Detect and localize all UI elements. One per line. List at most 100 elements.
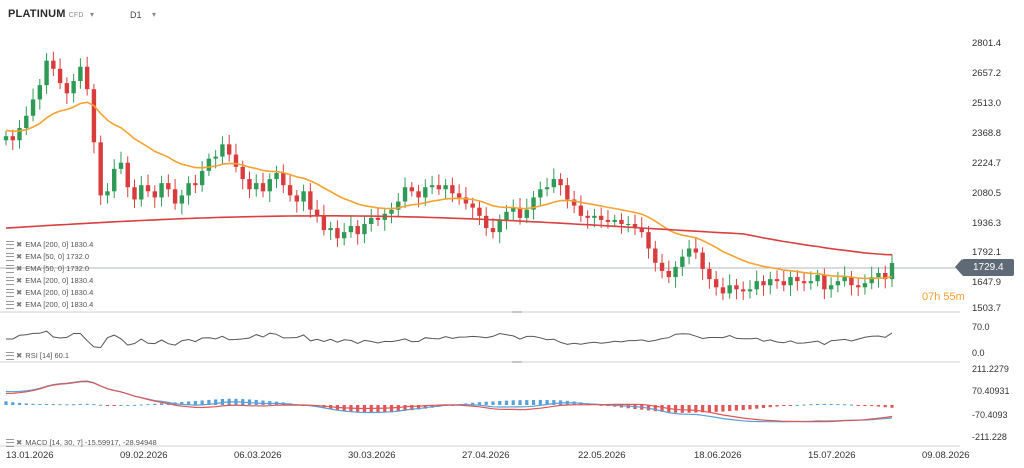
macd-histogram-bar — [545, 399, 549, 405]
candle-body — [517, 207, 523, 218]
settings-icon[interactable] — [6, 241, 14, 250]
price-axis-label: 1647.9 — [972, 277, 1002, 288]
candle-body — [842, 277, 847, 282]
macd-histogram-bar — [755, 405, 759, 409]
candle-body — [341, 232, 347, 239]
indicator-legend[interactable]: ✖ EMA [200, 0] 1830.4 — [6, 240, 94, 250]
settings-icon[interactable] — [6, 301, 14, 310]
indicator-label: EMA [200, 0] 1830.4 — [25, 240, 94, 249]
settings-icon[interactable] — [6, 289, 14, 298]
macd-histogram-bar — [870, 405, 874, 407]
settings-icon[interactable] — [6, 352, 14, 361]
date-axis-label: 09.08.2026 — [922, 450, 970, 461]
close-icon[interactable]: ✖ — [16, 351, 23, 360]
ema-layer — [5, 101, 893, 280]
candle-body — [179, 195, 185, 204]
close-icon[interactable]: ✖ — [16, 438, 23, 447]
candle-body — [362, 223, 367, 235]
macd-histogram-bar — [809, 404, 813, 406]
macd-histogram-bar — [552, 400, 556, 405]
macd-histogram-bar — [829, 403, 833, 405]
settings-icon[interactable] — [6, 439, 14, 448]
symbol-dropdown-icon[interactable]: ▾ — [90, 10, 95, 19]
candle-body — [497, 219, 502, 233]
settings-icon[interactable] — [6, 277, 14, 286]
candle-body — [713, 279, 719, 288]
close-icon[interactable]: ✖ — [16, 288, 23, 297]
macd-legend[interactable]: ✖ MACD [14, 30, 7] -15.59917, -28.94948 — [6, 438, 157, 448]
macd-histogram-bar — [491, 401, 495, 405]
macd-histogram-bar — [843, 404, 847, 406]
close-icon[interactable]: ✖ — [16, 240, 23, 249]
indicator-legend[interactable]: ✖ EMA [200, 0] 1830.4 — [6, 300, 93, 310]
close-icon[interactable]: ✖ — [16, 264, 23, 273]
macd-histogram-bar — [58, 404, 62, 406]
candle-body — [463, 197, 469, 204]
candle-body — [612, 219, 617, 222]
candles-layer — [3, 51, 895, 301]
macd-histogram-bar — [728, 405, 732, 412]
candle-body — [578, 205, 584, 216]
date-axis-label: 09.02.2026 — [120, 450, 168, 461]
candle-body — [17, 128, 22, 141]
close-icon[interactable]: ✖ — [16, 276, 23, 285]
close-icon[interactable]: ✖ — [16, 300, 23, 309]
macd-histogram-bar — [92, 404, 96, 406]
indicator-legend[interactable]: ✖ EMA [200, 0] 1830.4 — [6, 288, 93, 298]
candle-body — [889, 262, 895, 280]
macd-histogram-bar — [687, 405, 691, 413]
macd-histogram-bar — [498, 400, 502, 405]
macd-histogram-bar — [214, 399, 218, 405]
timeframe-selector[interactable]: D1 — [130, 10, 142, 20]
macd-histogram-bar — [761, 405, 766, 408]
candle-body — [801, 281, 807, 284]
candle-body — [511, 207, 516, 212]
candle-body — [24, 115, 29, 129]
candle-body — [734, 285, 739, 290]
macd-histogram-bar — [734, 405, 739, 411]
candle-body — [477, 207, 482, 216]
macd-histogram-bar — [876, 405, 881, 407]
macd-axis-label: -70.4093 — [972, 410, 1008, 420]
candle-body — [260, 183, 266, 192]
candle-body — [592, 215, 597, 218]
close-icon[interactable]: ✖ — [16, 252, 23, 261]
candle-body — [172, 189, 178, 204]
candle-body — [321, 215, 327, 231]
macd-histogram-bar — [768, 405, 772, 408]
candle-body — [653, 248, 658, 263]
indicator-legend[interactable]: ✖ EMA [50, 0] 1732.0 — [6, 264, 89, 274]
candle-body — [64, 83, 70, 94]
symbol-selector[interactable]: PLATINUM CFD — [8, 8, 84, 20]
rsi-legend[interactable]: ✖ RSI [14] 60.1 — [6, 351, 69, 361]
rsi-layer — [6, 330, 893, 349]
price-axis-label: 2368.8 — [972, 128, 1002, 139]
candle-body — [145, 185, 151, 192]
candle-body — [619, 219, 624, 224]
macd-histogram-bar — [24, 403, 28, 405]
macd-histogram-bar — [78, 403, 82, 405]
indicator-legend[interactable]: ✖ EMA [200, 0] 1830.4 — [6, 276, 93, 286]
price-axis-label: 2657.2 — [972, 68, 1002, 79]
macd-histogram-bar — [193, 400, 197, 405]
candle-body — [308, 191, 313, 210]
macd-histogram-bar — [126, 404, 130, 406]
macd-histogram-bar — [525, 400, 529, 405]
settings-icon[interactable] — [6, 253, 14, 262]
macd-histogram-bar — [112, 405, 116, 406]
macd-histogram-bar — [159, 403, 164, 405]
candle-body — [585, 215, 590, 218]
macd-histogram-bar — [471, 402, 475, 405]
candle-body — [98, 142, 103, 196]
indicator-label: EMA [50, 0] 1732.0 — [25, 252, 90, 261]
macd-axis-label: 211.2279 — [972, 364, 1009, 374]
indicator-legend[interactable]: ✖ EMA [50, 0] 1732.0 — [6, 252, 90, 262]
candle-body — [78, 66, 83, 82]
timeframe-dropdown-icon[interactable]: ▾ — [152, 10, 157, 19]
macd-histogram-bar — [660, 405, 664, 412]
candle-body — [30, 99, 36, 116]
rsi-axis-label: 0.0 — [972, 348, 985, 358]
macd-line — [5, 380, 893, 423]
settings-icon[interactable] — [6, 265, 14, 274]
